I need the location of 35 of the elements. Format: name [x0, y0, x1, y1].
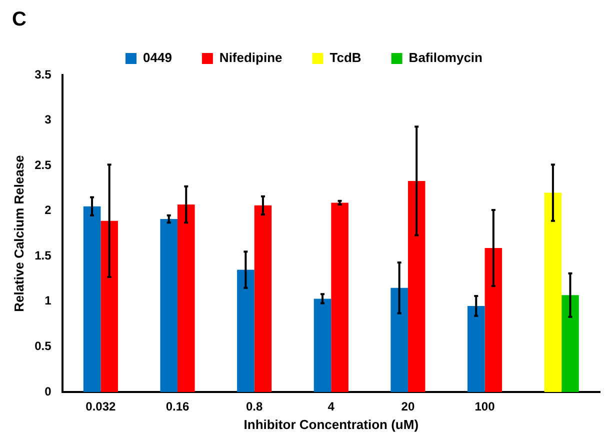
bar	[467, 306, 485, 392]
y-tick-label: 3.5	[34, 67, 52, 82]
x-tick-label: 0.16	[166, 400, 190, 414]
x-axis-title: Inhibitor Concentration (uM)	[244, 416, 419, 432]
legend-label: Nifedipine	[219, 50, 282, 66]
bar	[237, 270, 254, 392]
bar	[331, 202, 348, 392]
bar	[390, 288, 408, 392]
text: C	[12, 8, 26, 31]
bar	[314, 298, 332, 392]
x-tick-label: 20	[401, 400, 415, 414]
bar	[160, 219, 178, 392]
y-tick-label: 1	[44, 294, 52, 308]
bar	[254, 205, 272, 392]
x-tick-label: 0.8	[246, 400, 263, 414]
bar	[484, 248, 502, 392]
y-tick-label: 1.5	[34, 248, 52, 262]
bar	[100, 220, 118, 392]
y-axis-title: Relative Calcium Release	[11, 155, 26, 312]
x-tick-label: 4	[328, 400, 335, 414]
legend-label: TcdB	[330, 50, 362, 66]
y-tick-label: 3	[44, 112, 52, 127]
legend-label: Bafilomycin	[408, 50, 483, 66]
y-tick-label: 2	[44, 203, 52, 218]
y-tick-label: 0	[44, 384, 52, 398]
bar	[562, 295, 579, 392]
bar	[408, 180, 426, 392]
x-tick-label: 0.032	[86, 400, 116, 414]
bar	[178, 204, 195, 392]
x-tick-label: 100	[474, 400, 496, 414]
y-tick-label: 2.5	[34, 158, 52, 172]
legend-label: 0449	[143, 50, 172, 66]
bar	[83, 206, 101, 392]
y-tick-label: 0.5	[34, 339, 52, 354]
bar	[544, 192, 562, 392]
